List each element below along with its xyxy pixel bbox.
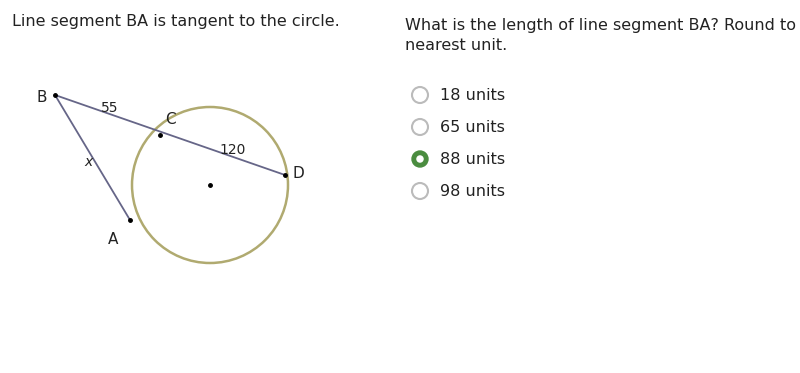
Text: nearest unit.: nearest unit. (405, 38, 507, 53)
Text: 65 units: 65 units (440, 119, 505, 135)
Text: 120: 120 (220, 143, 246, 157)
Text: 98 units: 98 units (440, 184, 505, 198)
Text: D: D (292, 166, 304, 182)
Text: C: C (165, 112, 176, 127)
Text: What is the length of line segment BA? Round to the: What is the length of line segment BA? R… (405, 18, 800, 33)
Text: B: B (37, 90, 47, 105)
Text: x: x (84, 155, 92, 169)
Circle shape (412, 151, 428, 167)
Text: 55: 55 (102, 101, 118, 115)
Text: 18 units: 18 units (440, 88, 505, 103)
Text: A: A (108, 232, 118, 247)
Circle shape (417, 156, 423, 162)
Text: 88 units: 88 units (440, 151, 505, 166)
Text: Line segment BA is tangent to the circle.: Line segment BA is tangent to the circle… (12, 14, 340, 29)
